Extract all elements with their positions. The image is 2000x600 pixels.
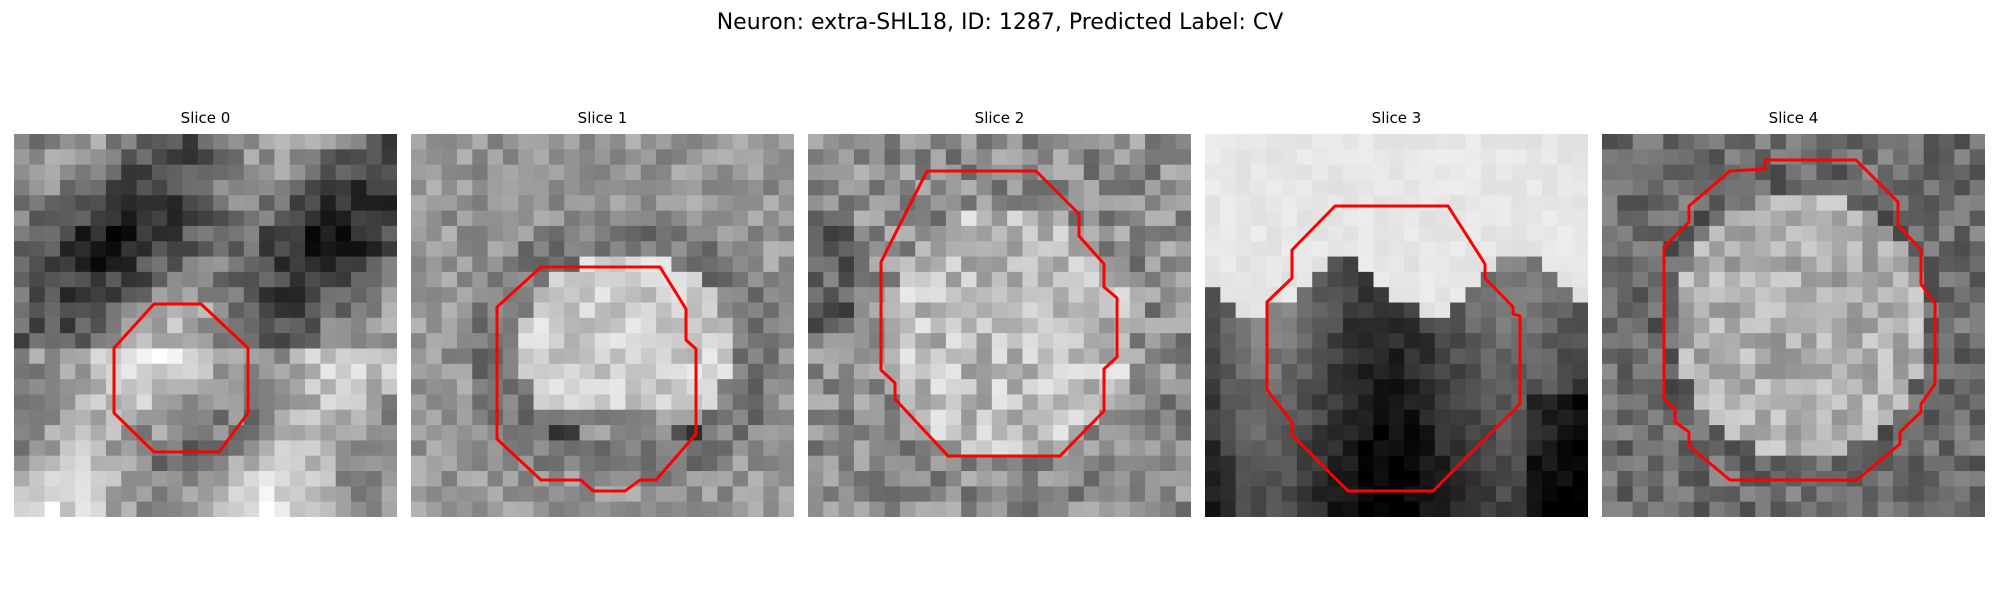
roi-contour (495, 265, 698, 493)
slice-title: Slice 1 (577, 109, 628, 127)
slice-title: Slice 3 (1371, 109, 1422, 127)
roi-contour (879, 169, 1119, 458)
roi-contour (1265, 204, 1522, 493)
slice-panel-2: Slice 2 (808, 108, 1191, 517)
slice-panel-4: Slice 4 (1602, 108, 1985, 517)
slice-panel-3: Slice 3 (1205, 108, 1588, 517)
slice-panel-1: Slice 1 (411, 108, 794, 517)
slice-panel-0: Slice 0 (14, 108, 397, 517)
roi-contour (1662, 158, 1937, 482)
slice-image (1205, 134, 1588, 517)
roi-contour (112, 302, 250, 454)
figure-title: Neuron: extra-SHL18, ID: 1287, Predicted… (716, 10, 1284, 35)
slice-image (14, 134, 397, 517)
slice-image (1602, 134, 1985, 517)
slice-title: Slice 0 (180, 109, 231, 127)
slice-image (411, 134, 794, 517)
slice-title: Slice 4 (1768, 109, 1819, 127)
slice-image (808, 134, 1191, 517)
slice-title: Slice 2 (974, 109, 1025, 127)
